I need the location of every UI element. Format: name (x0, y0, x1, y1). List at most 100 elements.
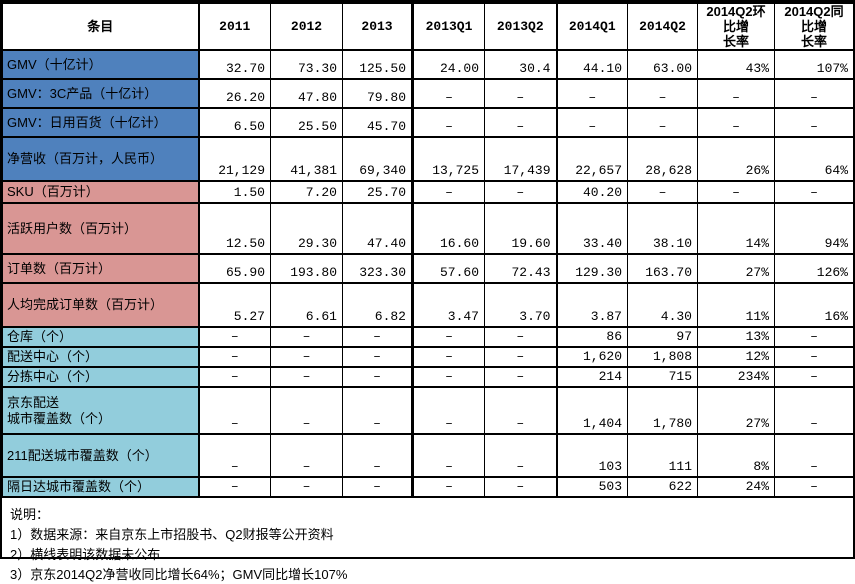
table-cell: 103 (556, 433, 628, 478)
table-cell: – (484, 386, 558, 435)
table-cell: 4.30 (627, 282, 698, 328)
table-cell: 12.50 (198, 202, 271, 255)
table-cell: 27% (697, 386, 775, 435)
table-cell: 5.27 (198, 282, 271, 328)
table-cell: 13% (697, 326, 775, 348)
table-cell: – (198, 346, 271, 368)
table-cell: – (270, 386, 343, 435)
table-row: GMV：3C产品（十亿计） 26.20 47.80 79.80– – – – – – (2, 78, 854, 109)
table-cell: 7.20 (270, 180, 343, 204)
row-label: 隔日达城市覆盖数（个） (2, 476, 200, 498)
table-cell: – (697, 180, 775, 204)
table-cell: 6.50 (198, 107, 271, 138)
row-label: 分拣中心（个） (2, 366, 200, 388)
table-cell: 38.10 (627, 202, 698, 255)
table-cell: 234% (697, 366, 775, 388)
table-cell: – (270, 346, 343, 368)
column-header: 2012 (270, 2, 343, 51)
table-cell: – (270, 366, 343, 388)
table-cell: – (484, 346, 558, 368)
table-cell: – (484, 476, 558, 498)
table-cell: 47.40 (342, 202, 414, 255)
table-cell: – (484, 366, 558, 388)
row-label: 活跃用户数（百万计） (2, 202, 200, 255)
table-cell: 1,620 (556, 346, 628, 368)
table-cell: 1,808 (627, 346, 698, 368)
table-cell: 126% (774, 253, 854, 284)
table-cell: – (270, 433, 343, 478)
table-cell: 22,657 (556, 136, 628, 182)
table-cell: 214 (556, 366, 628, 388)
column-header: 2013Q1 (412, 2, 485, 51)
row-label: 仓库（个） (2, 326, 200, 348)
table-cell: – (198, 476, 271, 498)
table-cell: – (342, 366, 414, 388)
note-line-2: 2）横线表明该数据未公布 (10, 547, 161, 562)
table-cell: – (412, 433, 485, 478)
row-label: SKU（百万计） (2, 180, 200, 204)
table-cell: 107% (774, 49, 854, 80)
table-cell: 47.80 (270, 78, 343, 109)
table-cell: 41,381 (270, 136, 343, 182)
table-cell: 6.82 (342, 282, 414, 328)
table-cell: 3.47 (412, 282, 485, 328)
table-cell: – (627, 180, 698, 204)
row-label: 人均完成订单数（百万计） (2, 282, 200, 328)
table-cell: 29.30 (270, 202, 343, 255)
table-cell: – (412, 366, 485, 388)
table-cell: 3.87 (556, 282, 628, 328)
table-row: 仓库（个） – – – – –86 97 13% – (2, 326, 854, 348)
table-cell: 24% (697, 476, 775, 498)
table-cell: 323.30 (342, 253, 414, 284)
table-cell: 79.80 (342, 78, 414, 109)
table-row: GMV：日用百货（十亿计） 6.50 25.50 45.70– – – – – – (2, 107, 854, 138)
table-cell: 16% (774, 282, 854, 328)
table-cell: – (697, 78, 775, 109)
table-cell: 65.90 (198, 253, 271, 284)
table-cell: – (198, 433, 271, 478)
row-label: 净营收（百万计，人民币） (2, 136, 200, 182)
column-header: 条目 (2, 2, 200, 51)
table-cell: 163.70 (627, 253, 698, 284)
row-label: GMV：3C产品（十亿计） (2, 78, 200, 109)
note-line-3: 3）京东2014Q2净营收同比增长64%；GMV同比增长107% (10, 567, 348, 582)
table-cell: – (342, 326, 414, 348)
table-cell: – (198, 326, 271, 348)
table-cell: 503 (556, 476, 628, 498)
table-cell: – (412, 180, 485, 204)
table-cell: – (198, 366, 271, 388)
row-label: 订单数（百万计） (2, 253, 200, 284)
table-cell: 33.40 (556, 202, 628, 255)
table-cell: 715 (627, 366, 698, 388)
table-cell: – (412, 326, 485, 348)
table-cell: 72.43 (484, 253, 558, 284)
table-cell: 69,340 (342, 136, 414, 182)
table-cell: – (412, 386, 485, 435)
table-cell: 86 (556, 326, 628, 348)
table-cell: 26% (697, 136, 775, 182)
table-cell: 622 (627, 476, 698, 498)
table-cell: – (774, 433, 854, 478)
table-cell: 8% (697, 433, 775, 478)
table-cell: 21,129 (198, 136, 271, 182)
table-cell: – (774, 476, 854, 498)
table-cell: – (412, 476, 485, 498)
table-cell: 14% (697, 202, 775, 255)
table-cell: 40.20 (556, 180, 628, 204)
column-header: 2014Q2同比增 长率 (774, 2, 854, 51)
note-line-1: 1）数据来源：来自京东上市招股书、Q2财报等公开资料 (10, 527, 334, 542)
table-cell: – (774, 326, 854, 348)
table-cell: – (774, 78, 854, 109)
table-cell: – (697, 107, 775, 138)
table-cell: 25.70 (342, 180, 414, 204)
table-cell: – (627, 107, 698, 138)
table-cell: – (484, 107, 558, 138)
table-row: 隔日达城市覆盖数（个） – – – – –503 622 24% – (2, 476, 854, 498)
table-cell: 16.60 (412, 202, 485, 255)
table-cell: – (342, 476, 414, 498)
jd-metrics-table: 条目 2011 2012 2013 2013Q1 2013Q2 2014Q1 2014Q2 20… (2, 2, 854, 498)
table-row: GMV（十亿计） 32.70 73.30 125.50 24.00 30.4 44.10 63… (2, 49, 854, 80)
table-cell: 111 (627, 433, 698, 478)
row-label: GMV：日用百货（十亿计） (2, 107, 200, 138)
